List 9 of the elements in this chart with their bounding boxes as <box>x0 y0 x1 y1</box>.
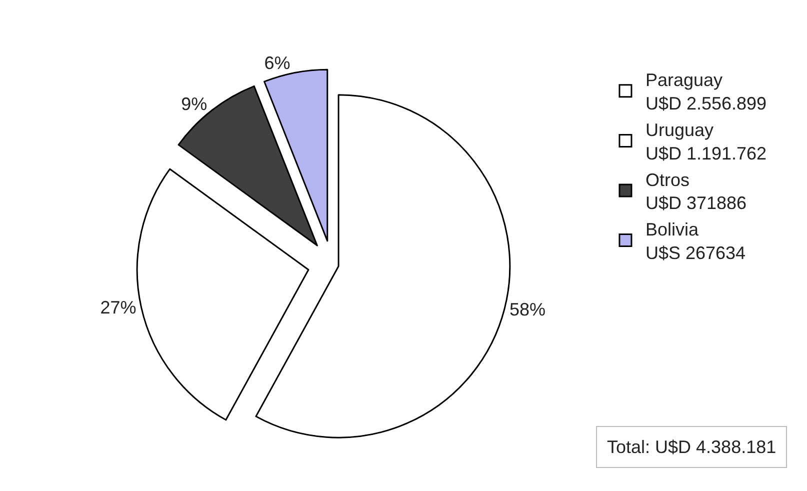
legend-label: Bolivia U$S 267634 <box>645 220 746 264</box>
data-label: 9% <box>181 94 208 114</box>
data-label: 27% <box>100 298 136 318</box>
data-label: 58% <box>510 299 546 320</box>
text: Total: U$D 4.388.181 <box>607 437 776 457</box>
legend-label: Uruguay U$D 1.191.762 <box>645 120 767 164</box>
legend-label: Otros U$D 371886 <box>645 170 747 214</box>
data-label: 6% <box>264 52 290 73</box>
legend-label: Paraguay U$D 2.556.899 <box>645 70 767 114</box>
